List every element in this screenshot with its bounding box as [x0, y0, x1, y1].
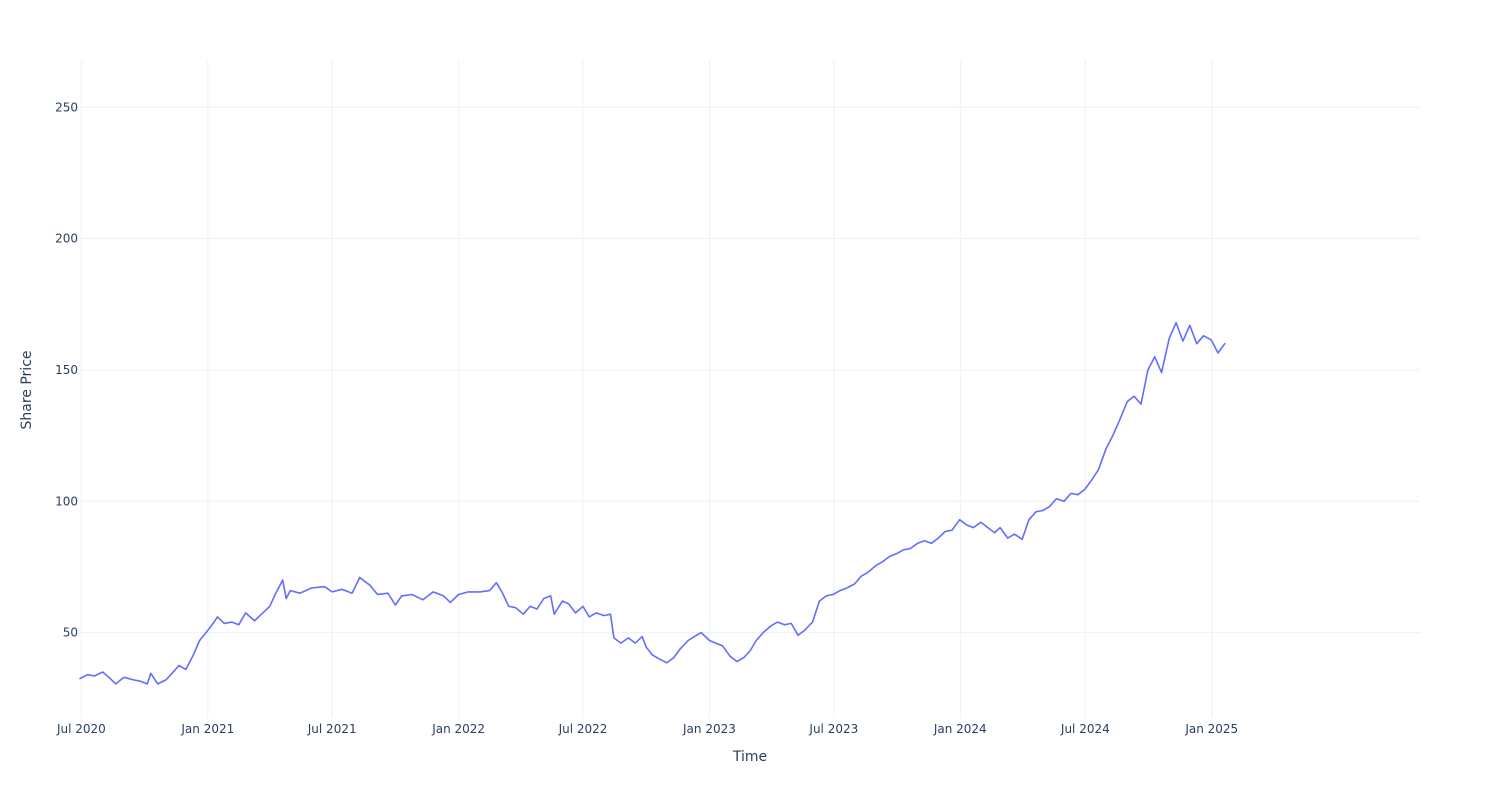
x-tick-label: Jul 2020	[56, 722, 106, 736]
x-axis-title: Time	[732, 749, 767, 765]
x-tick-labels: Jul 2020 Jan 2021 Jul 2021 Jan 2022 Jul 2022…	[56, 722, 1238, 736]
y-tick-label: 250	[55, 100, 78, 114]
y-tick-label: 100	[55, 494, 78, 508]
x-tick-label: Jan 2021	[180, 722, 234, 736]
x-tick-label: Jul 2024	[1060, 722, 1110, 736]
y-axis-title: Share Price	[19, 350, 35, 429]
x-tick-label: Jan 2024	[933, 722, 987, 736]
x-tick-label: Jan 2022	[431, 722, 485, 736]
y-gridlines	[80, 106, 1420, 634]
y-tick-labels: 50 100 150 200 250	[55, 100, 78, 639]
x-tick-label: Jul 2023	[808, 722, 858, 736]
x-tick-label: Jul 2022	[558, 722, 608, 736]
y-tick-label: 200	[55, 232, 78, 246]
series-layer	[79, 321, 1226, 685]
price-series-line	[79, 321, 1226, 685]
x-tick-label: Jul 2021	[307, 722, 357, 736]
x-gridlines	[80, 60, 1213, 718]
y-tick-label: 150	[55, 363, 78, 377]
x-tick-label: Jan 2025	[1184, 722, 1238, 736]
x-tick-label: Jan 2023	[682, 722, 736, 736]
y-tick-label: 50	[63, 626, 78, 640]
